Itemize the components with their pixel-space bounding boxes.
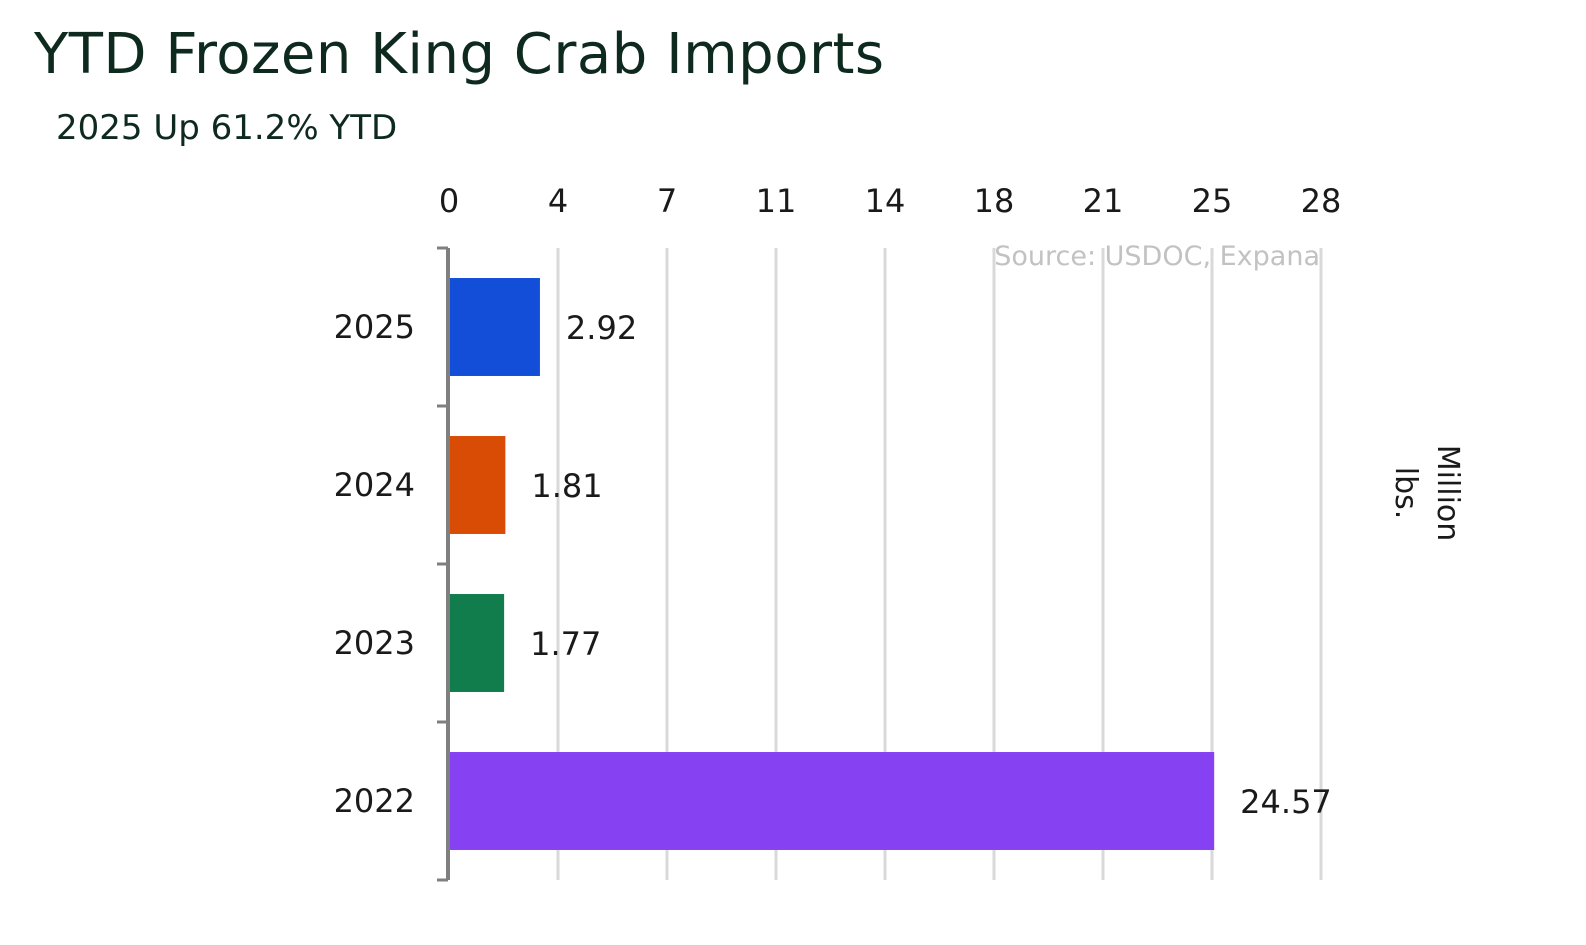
data-label: 1.77 bbox=[530, 625, 601, 663]
x-tick-label: 11 bbox=[756, 182, 797, 220]
x-tick-label: 7 bbox=[657, 182, 677, 220]
category-label: 2025 bbox=[334, 308, 415, 346]
source-note: Source: USDOC, Expana bbox=[994, 241, 1320, 272]
unit-label-text: Millionlbs. bbox=[1388, 445, 1465, 542]
category-label: 2024 bbox=[334, 466, 415, 504]
x-tick-label: 0 bbox=[439, 182, 459, 220]
bar-2022 bbox=[449, 752, 1215, 850]
x-tick-label: 25 bbox=[1192, 182, 1233, 220]
x-tick-label: 4 bbox=[548, 182, 568, 220]
x-tick-label: 21 bbox=[1083, 182, 1124, 220]
unit-label: Millionlbs. bbox=[1388, 445, 1465, 542]
bar-2023 bbox=[449, 594, 505, 692]
data-label: 24.57 bbox=[1240, 783, 1332, 821]
chart-title: YTD Frozen King Crab Imports bbox=[34, 22, 885, 87]
data-labels: 2025 2.92 2024 1.81 2023 1.77 2022 24.57 bbox=[334, 308, 1332, 821]
category-label: 2022 bbox=[334, 782, 415, 820]
x-tick-label: 18 bbox=[974, 182, 1015, 220]
x-axis-ticks: 0 4 7 11 14 18 21 25 28 bbox=[439, 182, 1342, 220]
bar-2025 bbox=[449, 278, 540, 376]
chart-subtitle: 2025 Up 61.2% YTD bbox=[56, 108, 398, 148]
data-label: 1.81 bbox=[531, 467, 602, 505]
x-tick-label: 14 bbox=[865, 182, 906, 220]
bars bbox=[449, 278, 1215, 850]
category-label: 2023 bbox=[334, 624, 415, 662]
bar-2024 bbox=[449, 436, 506, 534]
data-label: 2.92 bbox=[566, 309, 637, 347]
y-axis bbox=[437, 246, 450, 882]
x-tick-label: 28 bbox=[1301, 182, 1342, 220]
